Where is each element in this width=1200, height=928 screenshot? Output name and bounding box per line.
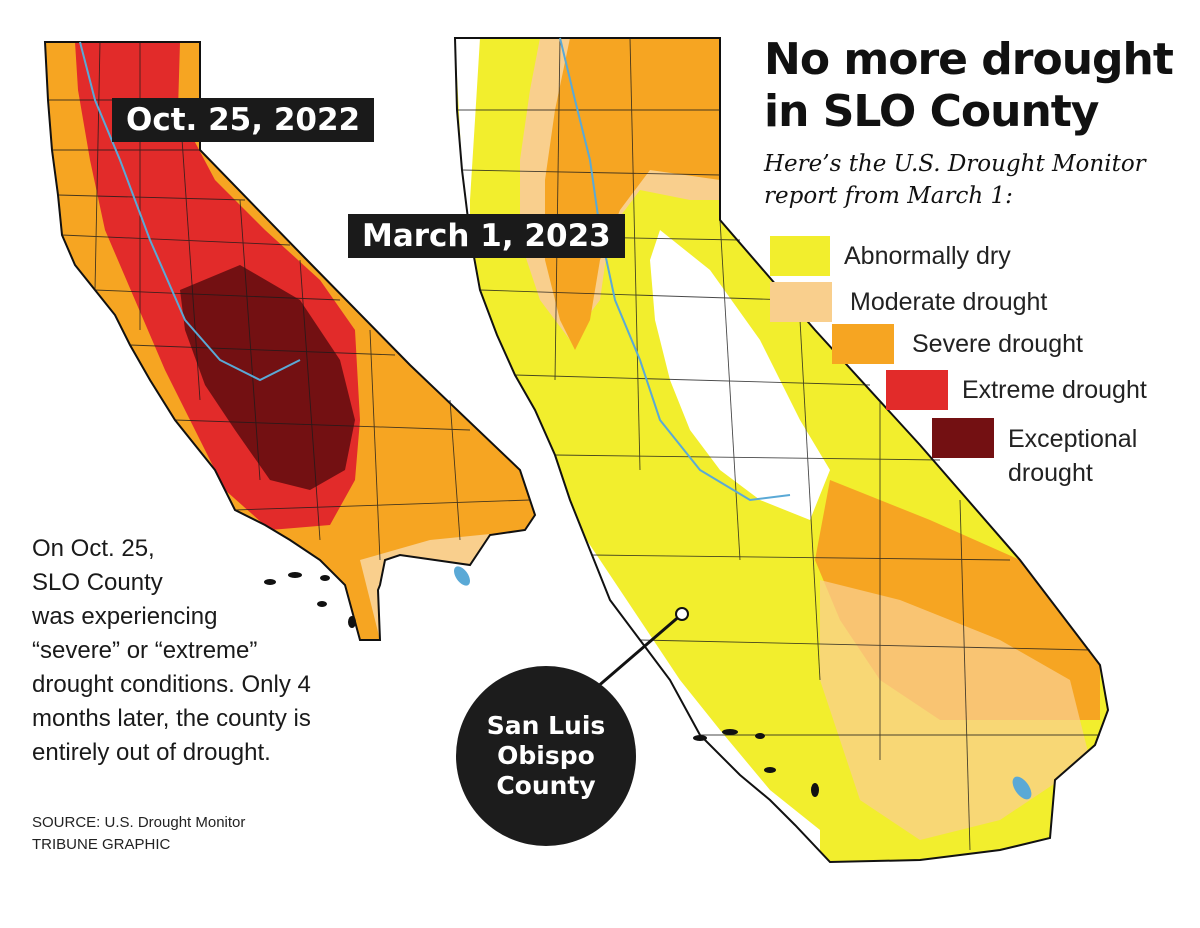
- california-outline-left: [43, 41, 537, 641]
- county-lines-left: [48, 41, 531, 561]
- river-left: [79, 41, 301, 382]
- legend-label: Exceptional drought: [1008, 425, 1138, 487]
- callout-leader-line: [595, 612, 683, 690]
- legend-swatch: [932, 418, 994, 458]
- date-label-oct-2022: Oct. 25, 2022: [112, 98, 375, 142]
- source-credit: SOURCE: U.S. Drought Monitor TRIBUNE GRA…: [32, 814, 246, 853]
- legend-swatch: [832, 324, 894, 364]
- california-outline-right: [453, 37, 1110, 864]
- exceptional-drought-region: [180, 265, 355, 490]
- salton-sea-left: [454, 566, 470, 586]
- explanatory-note: On Oct. 25, SLO County was experiencing …: [32, 535, 311, 766]
- county-lines-right: [457, 37, 1100, 851]
- legend-label: Moderate drought: [850, 288, 1048, 316]
- channel-islands-left: [264, 572, 356, 628]
- no-drought-central-valley: [650, 230, 830, 520]
- page-title: No more drought in SLO County: [764, 34, 1174, 137]
- channel-islands-right: [693, 729, 819, 797]
- no-drought-northcoast: [455, 38, 480, 240]
- legend-swatch: [886, 370, 948, 410]
- slo-county-callout: San Luis Obispo County: [456, 666, 636, 846]
- river-right: [559, 37, 791, 502]
- legend-label: Abnormally dry: [844, 242, 1011, 270]
- legend-swatch: [770, 236, 830, 276]
- legend-swatch: [770, 282, 832, 322]
- legend-label: Severe drought: [912, 330, 1083, 358]
- slo-county-marker: [675, 607, 689, 621]
- page-subtitle: Here’s the U.S. Drought Monitor report f…: [764, 151, 1146, 209]
- severe-drought-north: [545, 38, 720, 350]
- moderate-drought-south: [820, 580, 1090, 840]
- salton-sea-right: [1012, 776, 1032, 800]
- legend-label: Extreme drought: [962, 376, 1147, 404]
- date-label-mar-2023: March 1, 2023: [348, 214, 625, 258]
